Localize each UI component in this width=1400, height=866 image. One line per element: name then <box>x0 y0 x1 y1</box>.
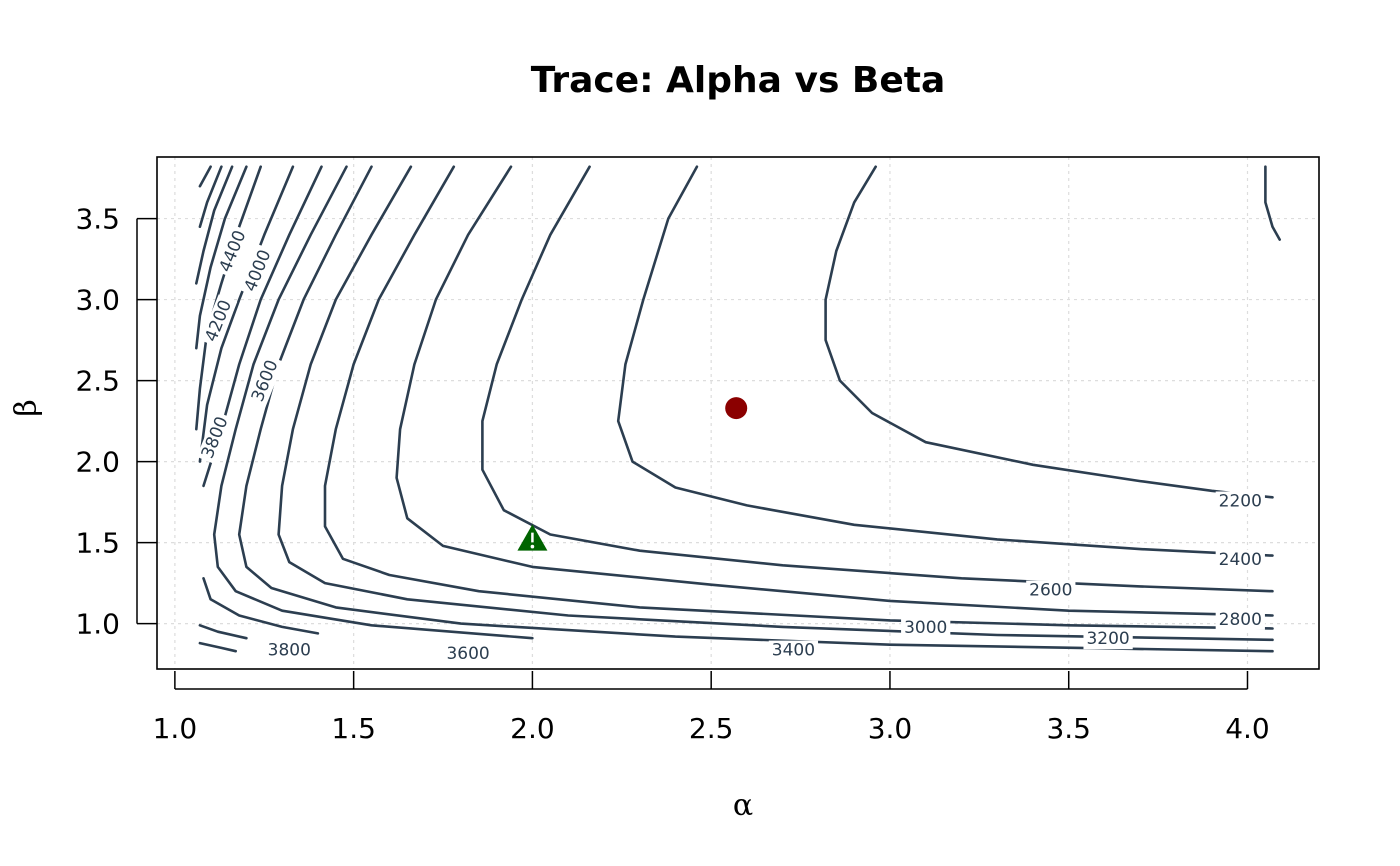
contour-label-background <box>200 294 238 348</box>
contour-line-3800 <box>202 577 320 635</box>
contour-line-2600 <box>481 165 1274 593</box>
contour-label-background <box>768 640 819 661</box>
x-tick-label: 2.5 <box>689 712 734 745</box>
contour-label-background <box>1215 549 1265 570</box>
contour-label-background <box>196 411 234 465</box>
contour-label-3600: 3600 <box>446 644 489 664</box>
contour-label-3400: 3400 <box>772 641 815 661</box>
y-tick-label: 1.0 <box>75 608 120 641</box>
x-tick-label: 1.0 <box>153 712 198 745</box>
y-axis: 1.0 1.5 2.0 2.5 3.0 3.5 <box>75 203 157 641</box>
contour-line-3400 <box>237 165 1274 653</box>
x-tick-label: 3.0 <box>868 712 913 745</box>
contour-label-background <box>214 224 252 278</box>
contour-lines <box>195 165 1281 653</box>
x-tick-label: 1.5 <box>331 712 376 745</box>
contour-label-background <box>1026 580 1076 601</box>
contour-line-2200 <box>824 165 1274 499</box>
contour-line-3600 <box>212 165 534 640</box>
contour-line-4200 <box>195 165 248 350</box>
contour-line-3000 <box>323 165 1274 630</box>
contour-label-2800: 2800 <box>1219 610 1262 630</box>
contour-label-background <box>239 244 277 298</box>
start-point-dot <box>530 544 535 549</box>
plot-frame <box>156 156 1320 670</box>
contour-label-background <box>901 617 951 638</box>
y-tick-label: 2.5 <box>75 365 120 398</box>
x-tick-label: 3.5 <box>1046 712 1091 745</box>
x-tick-label: 2.0 <box>510 712 555 745</box>
contour-label-2200: 2200 <box>1219 492 1262 512</box>
contour-line-2800 <box>395 165 1274 617</box>
contour-labels: 2200240026002800300032003400360038003800… <box>196 224 1265 664</box>
x-axis: 1.0 1.5 2.0 2.5 3.0 3.5 4.0 <box>153 671 1270 745</box>
contour-line-4600 <box>198 165 223 228</box>
contour-label-3000: 3000 <box>904 618 947 638</box>
contour-line-3800 <box>198 641 237 653</box>
contour-label-2400: 2400 <box>1219 550 1262 570</box>
contour-label-background <box>1215 609 1265 630</box>
contour-line-3800 <box>198 165 295 463</box>
y-tick-label: 3.0 <box>75 284 120 317</box>
contour-label-2600: 2600 <box>1029 581 1072 601</box>
marker-points <box>517 397 748 551</box>
y-tick-label: 1.5 <box>75 527 120 560</box>
x-axis-label: α <box>733 788 753 823</box>
contour-label-background <box>1083 629 1133 650</box>
estimate-point <box>725 397 748 420</box>
chart-title: Trace: Alpha vs Beta <box>531 60 946 101</box>
contour-label-background <box>264 640 314 661</box>
contour-line-4400 <box>195 165 234 285</box>
contour-label-background <box>443 643 493 664</box>
x-tick-label: 4.0 <box>1225 712 1270 745</box>
contour-line-3800 <box>198 624 248 640</box>
y-axis-label: β <box>9 399 44 416</box>
contour-label-3800: 3800 <box>268 641 311 661</box>
y-tick-label: 3.5 <box>75 203 120 236</box>
y-tick-label: 2.0 <box>75 446 120 479</box>
contour-label-background <box>1215 491 1265 512</box>
contour-line-2000 <box>1264 165 1281 241</box>
contour-label-3200: 3200 <box>1086 629 1129 649</box>
contour-line-3200 <box>277 165 1274 642</box>
contour-line-2400 <box>616 165 1274 557</box>
contour-label-background <box>246 354 284 408</box>
contour-line-4800 <box>198 165 212 188</box>
contour-label-4000: 4000 <box>241 247 276 295</box>
